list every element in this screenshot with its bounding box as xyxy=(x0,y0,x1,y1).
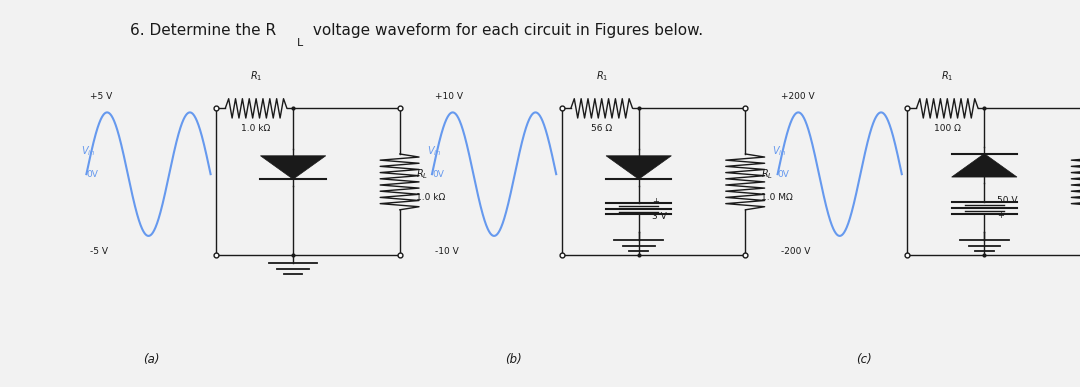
Text: +200 V: +200 V xyxy=(781,92,814,101)
Text: (a): (a) xyxy=(143,353,160,366)
Polygon shape xyxy=(606,156,672,179)
Text: 3 V: 3 V xyxy=(651,212,666,221)
Text: 1.0 kΩ: 1.0 kΩ xyxy=(242,124,271,133)
Text: 50 V: 50 V xyxy=(997,196,1017,205)
Text: 6. Determine the R: 6. Determine the R xyxy=(130,23,275,38)
Text: 0V: 0V xyxy=(432,170,444,179)
Text: +10 V: +10 V xyxy=(435,92,463,101)
Text: $R_1$: $R_1$ xyxy=(249,69,262,83)
Text: $R_1$: $R_1$ xyxy=(595,69,608,83)
Text: 56 Ω: 56 Ω xyxy=(591,124,612,133)
Text: -10 V: -10 V xyxy=(435,247,459,256)
Text: $V_{in}$: $V_{in}$ xyxy=(772,144,786,158)
Text: +: + xyxy=(651,197,659,206)
Text: -200 V: -200 V xyxy=(781,247,810,256)
Text: +: + xyxy=(997,211,1004,220)
Text: $V_{in}$: $V_{in}$ xyxy=(427,144,441,158)
Text: voltage waveform for each circuit in Figures below.: voltage waveform for each circuit in Fig… xyxy=(308,23,703,38)
Text: $V_{in}$: $V_{in}$ xyxy=(81,144,95,158)
Text: 0V: 0V xyxy=(86,170,98,179)
Text: +5 V: +5 V xyxy=(90,92,112,101)
Polygon shape xyxy=(951,154,1017,177)
Text: L: L xyxy=(297,38,303,48)
Text: $R_1$: $R_1$ xyxy=(941,69,954,83)
Text: $R_L$: $R_L$ xyxy=(416,167,428,181)
Text: $R_L$: $R_L$ xyxy=(761,167,773,181)
Text: (c): (c) xyxy=(856,353,872,366)
Text: 0V: 0V xyxy=(778,170,789,179)
Text: -5 V: -5 V xyxy=(90,247,108,256)
Polygon shape xyxy=(260,156,326,179)
Text: 100 Ω: 100 Ω xyxy=(934,124,961,133)
Text: 1.0 kΩ: 1.0 kΩ xyxy=(416,193,445,202)
Text: (b): (b) xyxy=(504,353,522,366)
Text: 1.0 MΩ: 1.0 MΩ xyxy=(761,193,793,202)
